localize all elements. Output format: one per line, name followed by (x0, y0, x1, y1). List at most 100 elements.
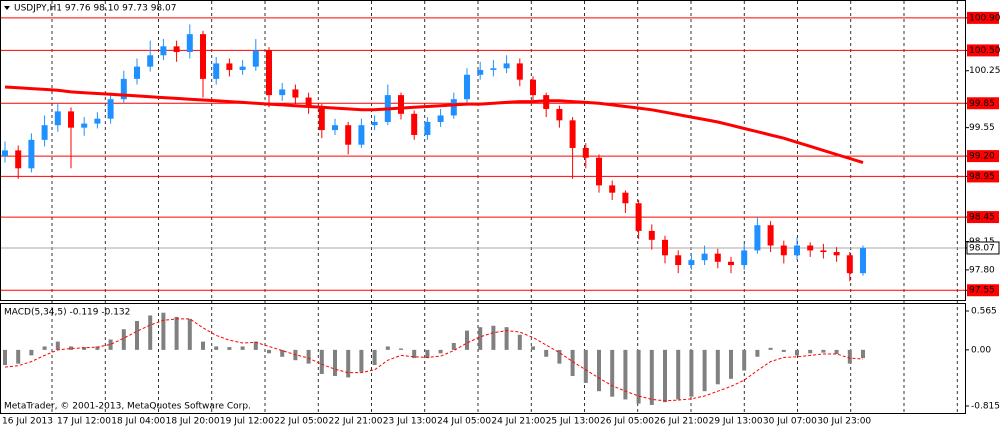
x-tick-label: 22 Jul 05:00 (274, 417, 328, 427)
macd-bar (755, 349, 760, 357)
macd-bar (781, 349, 786, 352)
x-tick-label: 24 Jul 21:00 (491, 417, 545, 427)
macd-bar (359, 349, 364, 372)
candle-body (15, 150, 22, 169)
macd-bar (42, 346, 47, 350)
candle-body (609, 185, 616, 193)
macd-bar (16, 349, 21, 364)
candle-body (68, 111, 74, 128)
macd-bar (174, 316, 179, 350)
level-label-bg (967, 97, 999, 110)
y-tick-label: 99.20 (969, 152, 995, 162)
candle-body (714, 253, 721, 262)
candle-body (398, 95, 404, 114)
x-tick-label: 25 Jul 13:00 (546, 417, 600, 427)
candle-body (2, 150, 8, 157)
x-tick-label: 26 Jul 05:00 (600, 417, 654, 427)
last-price-bg (966, 241, 1000, 255)
macd-bar (280, 349, 285, 357)
candle-body (530, 79, 536, 96)
macd-bar (95, 346, 100, 350)
macd-bar (742, 349, 747, 371)
moving-average (4, 85, 864, 165)
x-tick-label: 29 Jul 13:00 (709, 417, 763, 427)
macd-bar (161, 312, 166, 350)
macd-bar (583, 349, 588, 383)
y-tick-label: -0.815 (971, 401, 1000, 411)
macd-bar (108, 339, 113, 350)
macd-bar (148, 315, 153, 350)
macd-bar (663, 349, 667, 403)
level-label-bg (967, 170, 999, 183)
macd-bar (768, 347, 773, 350)
macd-bar (544, 349, 549, 357)
macd-bar (399, 348, 403, 350)
macd-bar (29, 349, 34, 356)
candle-body (846, 255, 853, 274)
macd-bar (425, 349, 430, 359)
y-tick-label: 99.85 (969, 99, 995, 109)
macd-bar (253, 341, 258, 350)
y-tick-label: 100.90 (969, 13, 1000, 23)
candle-body (160, 46, 167, 56)
macd-bar (861, 349, 865, 359)
candle-body (635, 203, 642, 231)
candle-body (569, 120, 576, 148)
macd-bar (636, 349, 641, 404)
x-tick-label: 18 Jul 20:00 (166, 417, 220, 427)
candle-body (252, 50, 259, 67)
macd-bar (847, 349, 852, 364)
candle-body (200, 34, 206, 79)
x-tick-label: 23 Jul 13:00 (383, 417, 437, 427)
candle-body (94, 118, 101, 124)
macd-bar (135, 320, 139, 350)
candle-body (107, 99, 114, 119)
x-tick-label: 19 Jul 12:00 (220, 417, 274, 427)
candle-body (780, 245, 787, 256)
macd-bar (214, 346, 219, 350)
y-tick-label: 98.95 (969, 172, 995, 182)
candle-body (807, 245, 814, 251)
candle-body (754, 225, 761, 251)
macd-bar (121, 329, 126, 350)
candle-body (596, 157, 602, 186)
candle-body (662, 239, 668, 256)
menu-icon[interactable] (4, 6, 10, 10)
macd-bar (82, 347, 87, 350)
candle-body (833, 252, 840, 256)
candle-body (728, 261, 734, 266)
candle-body (54, 111, 61, 126)
level-label-bg (967, 284, 999, 297)
macd-bar (346, 349, 351, 378)
macd-bar (201, 341, 205, 350)
x-tick-label: 24 Jul 05:00 (437, 417, 491, 427)
macd-bar (478, 327, 483, 350)
candle-body (226, 63, 233, 70)
candle-body (147, 55, 154, 67)
macd-bar (451, 342, 456, 350)
level-label-bg (967, 211, 999, 224)
candle-body (28, 139, 35, 169)
y-tick-label: 0.00 (971, 345, 991, 355)
macd-bar (570, 349, 575, 377)
signal-line (4, 318, 864, 402)
main-frame (0, 0, 966, 301)
x-tick-label: 26 Jul 21:00 (654, 417, 708, 427)
candle-body (622, 192, 629, 204)
candle-body (701, 253, 708, 261)
candle-body (503, 63, 510, 69)
candle-body (688, 260, 695, 266)
macd-bar (729, 349, 733, 379)
macd-bar (531, 346, 535, 350)
candle-body (213, 63, 220, 79)
candle-body (345, 125, 352, 145)
macd-bar (438, 349, 443, 354)
macd-bar (821, 349, 826, 353)
macd-bar (55, 341, 60, 350)
macd-bar (333, 349, 337, 377)
macd-bar (372, 349, 377, 366)
candle-body (120, 78, 127, 100)
candle-body (477, 69, 484, 75)
macd-bar (385, 346, 390, 350)
